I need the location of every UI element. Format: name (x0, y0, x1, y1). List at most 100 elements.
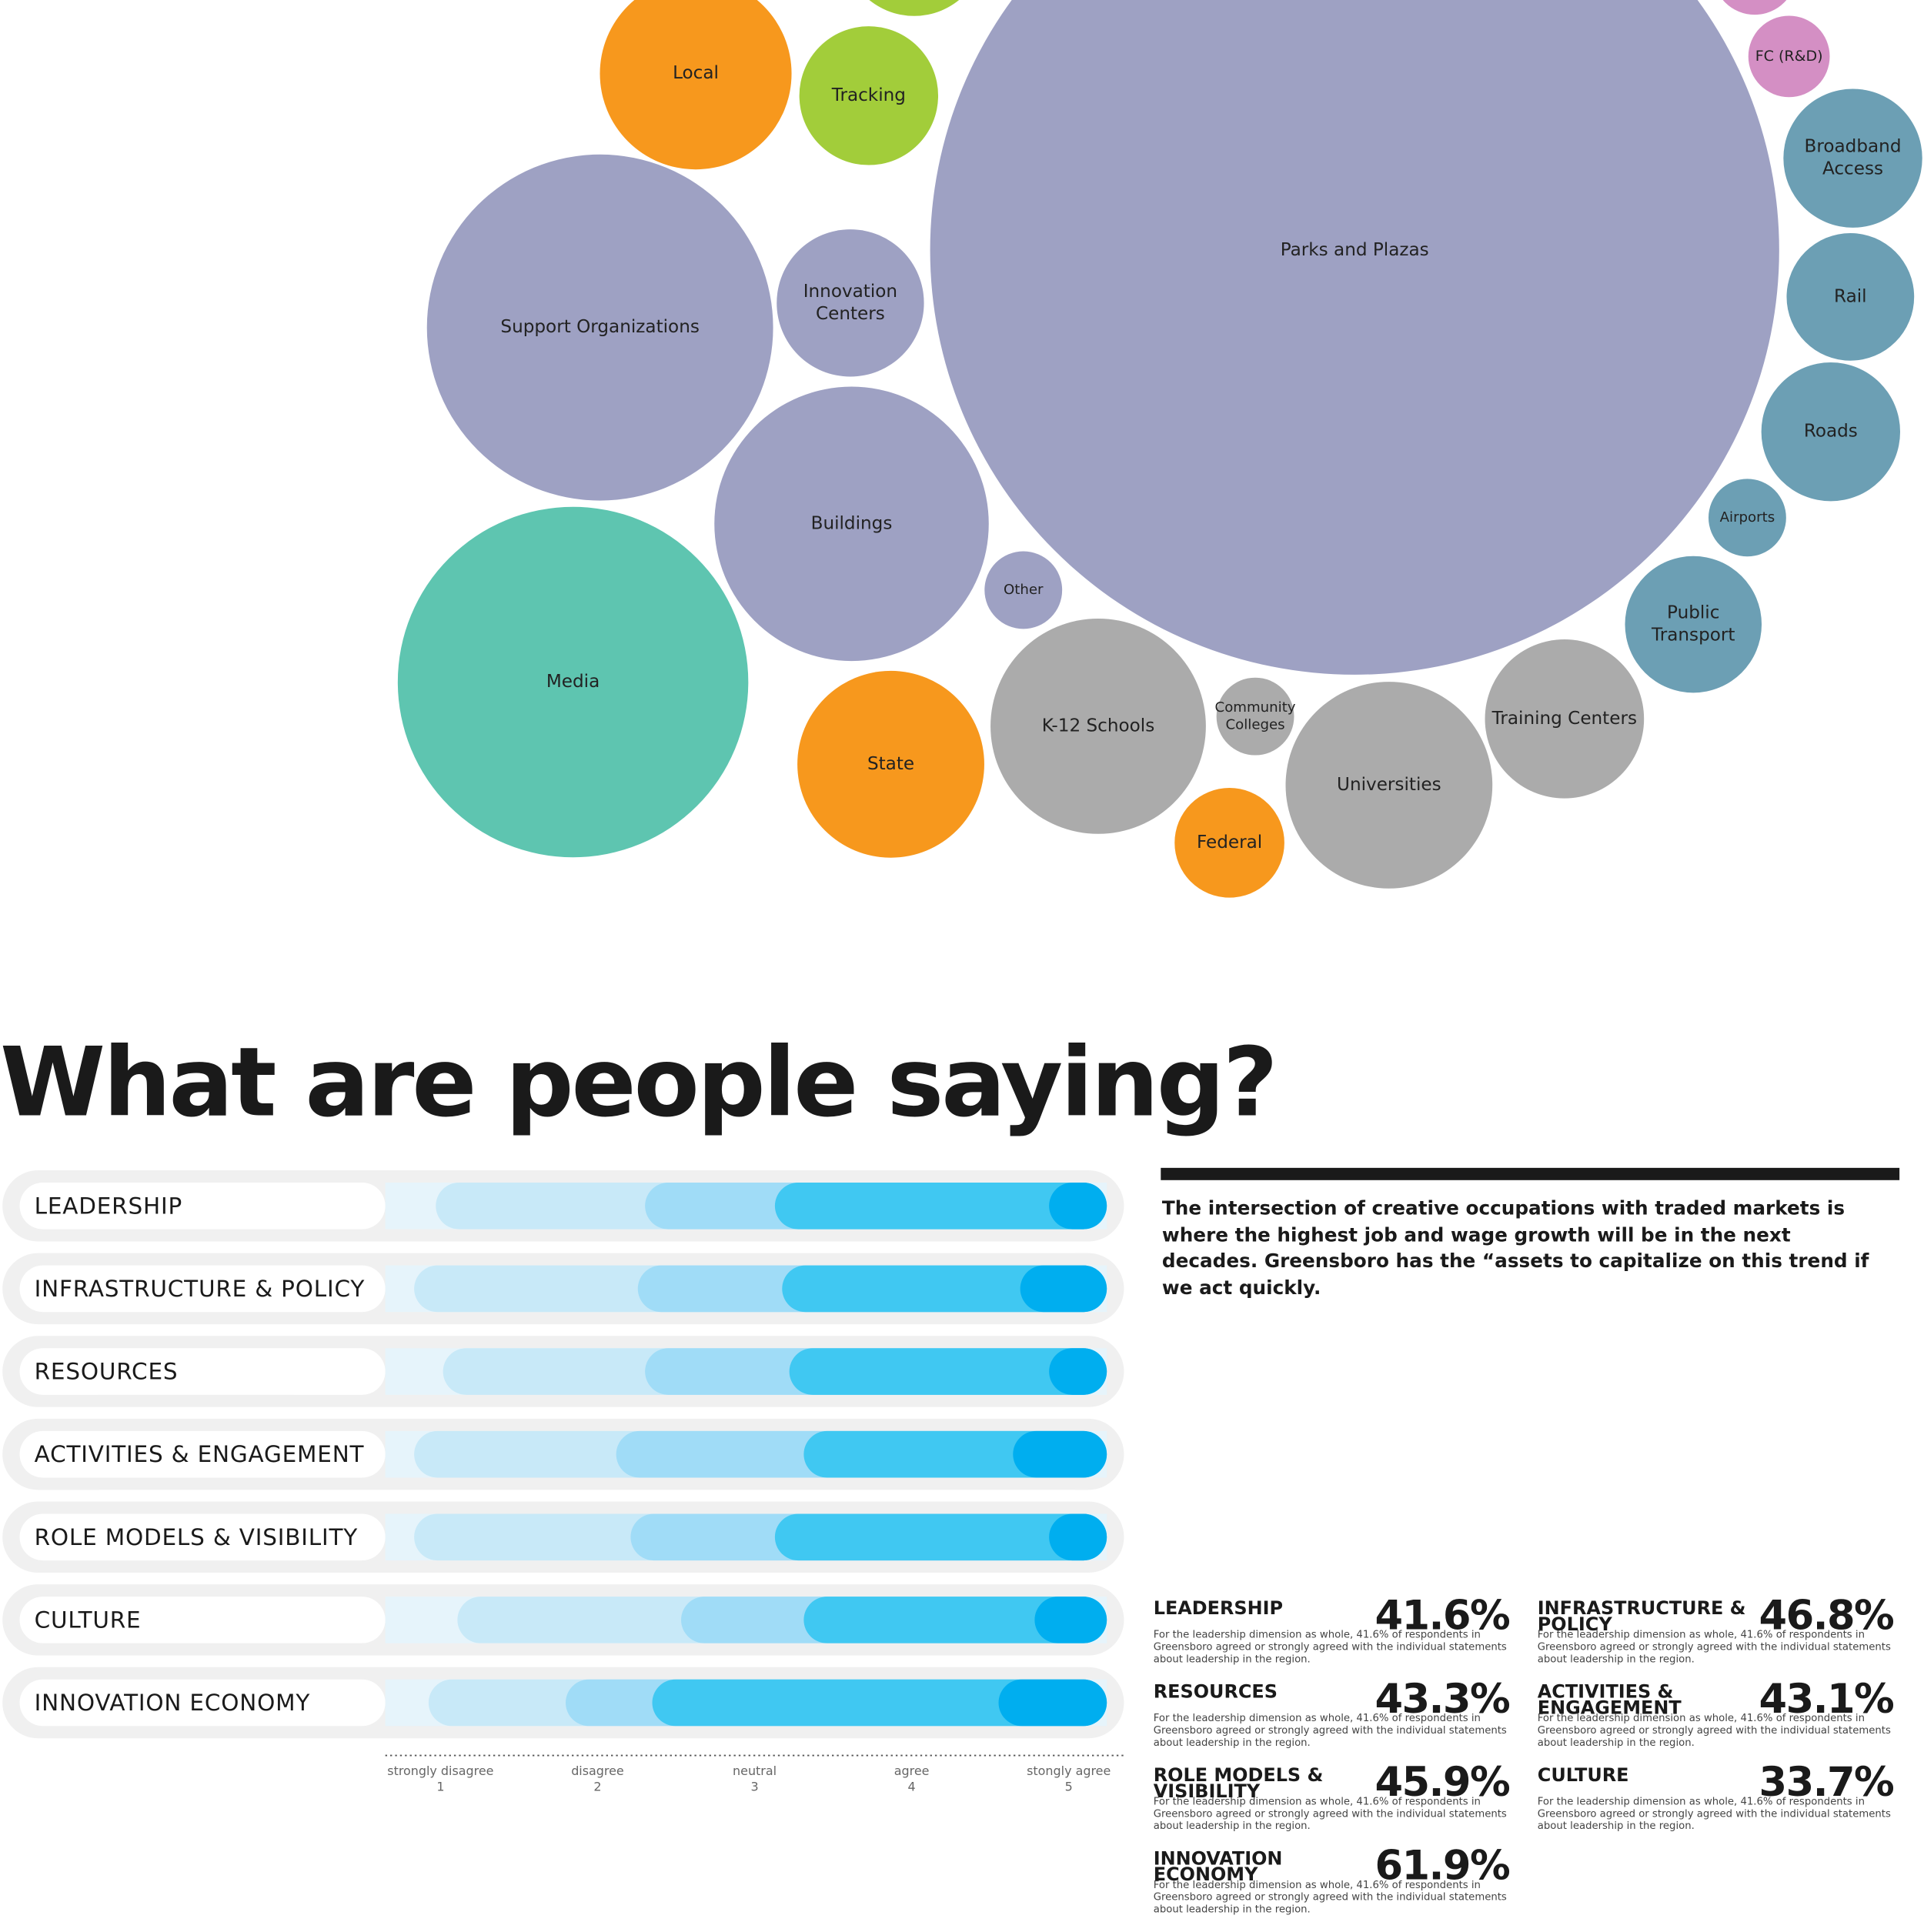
bar-segment (998, 1679, 1107, 1727)
bubble (1625, 556, 1762, 693)
rule (1161, 1167, 1900, 1180)
scale-label: stongly agree (1027, 1763, 1111, 1778)
stat-label: LEADERSHIP (1153, 1597, 1284, 1620)
bubble-label: Transport (1651, 625, 1735, 645)
bubble (600, 0, 792, 170)
stat-card: ACTIVITIES & ENGAGEMENT 43.1% For the lead… (1537, 1674, 1895, 1765)
stat-label: INNOVATION ECONOMY (1153, 1847, 1283, 1885)
stat-card: RESOURCES 43.3% For the leadership dimensi… (1153, 1674, 1511, 1765)
row-label: RESOURCES (35, 1359, 179, 1385)
bubble (1485, 639, 1645, 799)
scale-number: 5 (1065, 1780, 1073, 1794)
bubble-label: Universities (1337, 775, 1441, 795)
stat-description: For the leadership dimension as whole, 4… (1537, 1627, 1891, 1665)
bubble-label: Airports (1720, 509, 1775, 526)
bar-segment (1049, 1182, 1107, 1230)
label-pill (19, 1513, 386, 1561)
bubble-label: Innovation (803, 282, 897, 302)
label-pill (19, 1430, 386, 1478)
bar-segment (1013, 1430, 1107, 1478)
scale-number: 2 (593, 1780, 601, 1794)
bubble-label: K-12 Schools (1042, 716, 1155, 736)
stat-label: CULTURE (1537, 1763, 1629, 1787)
bar-segment (789, 1348, 1107, 1395)
bubble-label: Federal (1197, 833, 1262, 853)
row-label: INFRASTRUCTURE & POLICY (35, 1276, 366, 1302)
stat-card: INFRASTRUCTURE & POLICY 46.8% For the lead… (1537, 1591, 1895, 1682)
bubble-label: Buildings (811, 513, 893, 533)
bubble-label: State (867, 754, 914, 774)
bubble (984, 551, 1063, 629)
bar-segment (774, 1513, 1107, 1561)
bubble (990, 618, 1206, 834)
bubble (397, 506, 749, 858)
stat-label: ACTIVITIES & ENGAGEMENT (1537, 1680, 1682, 1718)
quote: The intersection of creative occupations… (1161, 1197, 1869, 1299)
bubble-label: Support Organizations (500, 317, 699, 337)
stat-value: 46.8% (1759, 1590, 1895, 1640)
stat-value: 61.9% (1375, 1841, 1511, 1890)
stat-description: For the leadership dimension as whole, 4… (1537, 1711, 1891, 1749)
bubble (1708, 479, 1786, 557)
cropped-bubble (1722, 0, 1787, 15)
stat-label: INFRASTRUCTURE & POLICY (1537, 1597, 1746, 1635)
bubble (797, 670, 984, 858)
bubble (930, 0, 1779, 675)
scale-number: 3 (750, 1780, 758, 1794)
stat-label: RESOURCES (1153, 1680, 1278, 1703)
bubble-label: Local (673, 63, 719, 83)
bubble-label: Training Centers (1491, 709, 1637, 729)
bubble (1786, 232, 1915, 361)
bubble-label: FC (R&D) (1755, 48, 1823, 65)
scale-label: agree (894, 1763, 930, 1778)
label-pill (19, 1597, 386, 1643)
stat-description: For the leadership dimension as whole, 4… (1537, 1794, 1891, 1832)
bubble-label: Access (1822, 159, 1883, 179)
stat-value: 33.7% (1759, 1757, 1895, 1806)
bubble (799, 26, 939, 165)
bubble-label: Roads (1804, 422, 1858, 442)
bar-segment (1034, 1597, 1107, 1643)
stat-description: For the leadership dimension as whole, 4… (1153, 1794, 1507, 1832)
row-label: LEADERSHIP (35, 1193, 182, 1219)
bubble (426, 154, 773, 501)
bubble (1216, 677, 1294, 756)
row-label: ACTIVITIES & ENGAGEMENT (35, 1441, 365, 1467)
bar-segment (652, 1679, 1107, 1727)
bubble (1174, 788, 1284, 898)
bar-segment (1020, 1265, 1107, 1313)
scale-number: 1 (436, 1780, 444, 1794)
bubble-label: Centers (816, 304, 885, 324)
row-label: ROLE MODELS & VISIBILITY (35, 1524, 359, 1550)
bubble (777, 229, 924, 377)
row-label: INNOVATION ECONOMY (35, 1690, 311, 1716)
scale-label: neutral (733, 1763, 777, 1778)
bubble (1285, 682, 1493, 889)
stat-value: 43.3% (1375, 1674, 1511, 1723)
stat-card: LEADERSHIP 41.6% For the leadership dimens… (1153, 1591, 1511, 1682)
stat-description: For the leadership dimension as whole, 4… (1153, 1878, 1507, 1915)
stat-description: For the leadership dimension as whole, 4… (1153, 1627, 1507, 1665)
scale-number: 4 (908, 1780, 916, 1794)
bubble-label: Parks and Plazas (1281, 240, 1429, 260)
bubble-label: Community (1215, 699, 1296, 716)
stat-value: 45.9% (1375, 1757, 1511, 1806)
scale-label: strongly disagree (387, 1763, 493, 1778)
stat-card: ROLE MODELS & VISIBILITY 45.9% For the lea… (1153, 1758, 1511, 1849)
bar-segment (1049, 1513, 1107, 1561)
stat-card: INNOVATION ECONOMY 61.9% For the leadershi… (1153, 1841, 1511, 1932)
label-pill (19, 1182, 386, 1230)
bubble-label: Tracking (831, 85, 906, 105)
label-pill (19, 1265, 386, 1313)
bubble-label: Colleges (1225, 716, 1284, 732)
bubble (714, 386, 989, 662)
bubble (1783, 88, 1922, 228)
bubble-label: Media (546, 672, 600, 692)
label-pill (19, 1679, 386, 1727)
bubble-label: Broadband (1805, 137, 1902, 157)
stat-label: ROLE MODELS & VISIBILITY (1153, 1763, 1324, 1802)
stat-value: 41.6% (1375, 1590, 1511, 1640)
bar-segment (774, 1182, 1107, 1230)
